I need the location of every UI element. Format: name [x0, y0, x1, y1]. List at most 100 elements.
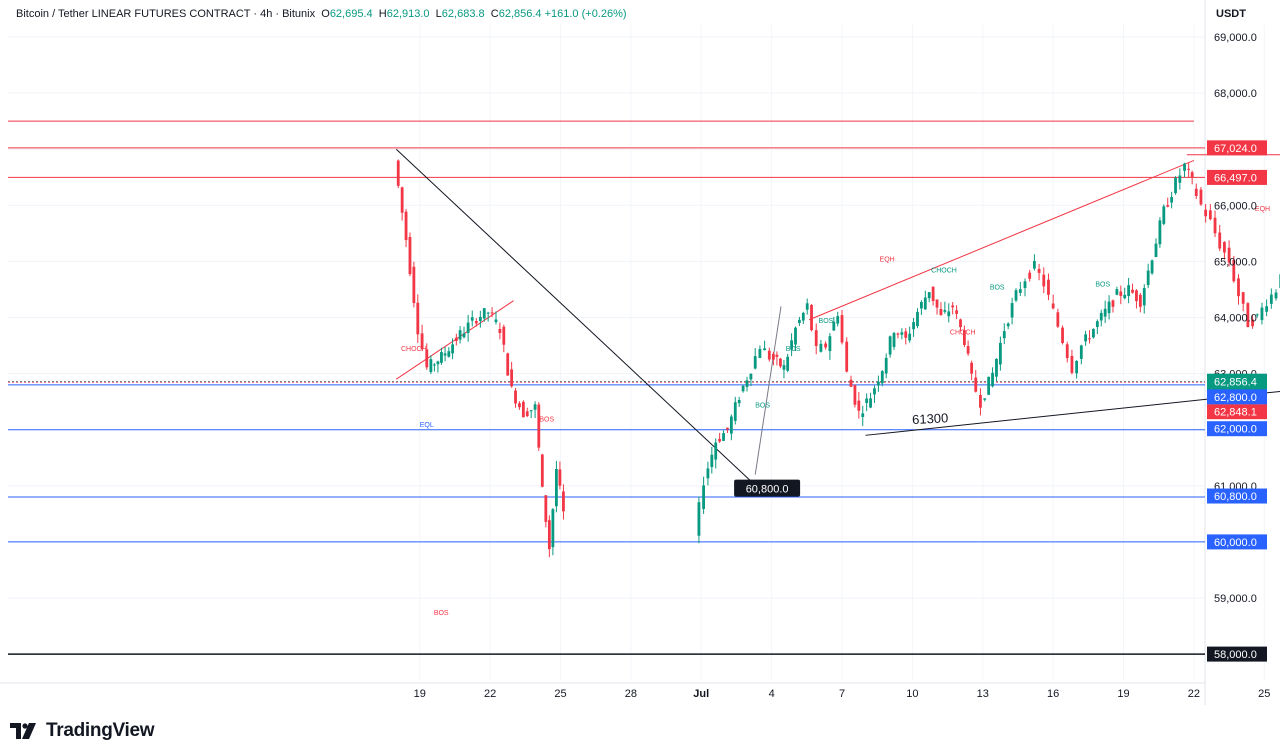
axis-label-60000-bg — [1207, 534, 1267, 550]
candle-body — [494, 319, 498, 323]
candle-body — [474, 321, 478, 324]
label-choch-mid-2: CHOCH — [950, 329, 976, 336]
candle-body — [935, 299, 939, 308]
axis-label-58000-bg — [1207, 646, 1267, 662]
price-labels: 67,024.066,497.062,856.402:48:3862,848.1… — [1207, 140, 1267, 662]
candle-body — [558, 469, 562, 486]
candle-body — [1135, 290, 1138, 302]
candle-body — [1107, 301, 1111, 314]
candle-body — [832, 321, 836, 331]
candle-body — [966, 346, 970, 354]
candle-body — [1084, 334, 1088, 342]
candle-body — [506, 353, 510, 376]
axis-label-66497-bg — [1207, 169, 1267, 185]
candle-body — [861, 413, 865, 417]
candle-body — [718, 438, 722, 442]
candle-body — [1170, 196, 1174, 203]
tradingview-logo-text: TradingView — [46, 720, 155, 741]
label-bos-right: BOS — [1095, 282, 1110, 289]
candle-body — [551, 509, 555, 548]
candle-body — [880, 371, 884, 384]
candle-body — [1119, 291, 1123, 296]
candle-body — [1255, 314, 1259, 316]
label-eql: EQL — [420, 422, 434, 429]
candle-body — [763, 348, 767, 351]
axis-label-62800: 62,800.0 — [1214, 392, 1257, 404]
axis-label-62000: 62,000.0 — [1214, 424, 1257, 436]
candle-body — [801, 312, 805, 321]
axis-label-60000: 60,000.0 — [1214, 537, 1257, 549]
candle-body — [927, 292, 931, 299]
candle-body — [865, 398, 869, 403]
axis-label-67024-bg — [1207, 140, 1267, 156]
rising-wedge-top — [808, 159, 1195, 321]
candle-body — [974, 377, 978, 392]
candle-body — [451, 344, 454, 354]
candle-body — [462, 333, 466, 338]
candle-body — [767, 350, 771, 360]
candle-body — [963, 330, 966, 345]
candle-body — [836, 316, 840, 324]
candle-body — [1251, 319, 1254, 327]
trendline-label-61300: 61300 — [912, 410, 949, 427]
time-tick-label: 25 — [554, 688, 566, 700]
candle-body — [502, 326, 506, 345]
candle-body — [892, 333, 896, 347]
candle-body — [1183, 163, 1186, 171]
descending-trendline — [395, 148, 754, 484]
candle-body — [753, 356, 757, 369]
price-tick-label: 65,000.0 — [1214, 256, 1257, 268]
candle-body — [436, 361, 440, 365]
candle-body — [1142, 288, 1146, 306]
candle-body — [951, 305, 955, 308]
trend-lines — [395, 148, 1280, 484]
time-tick-label: Jul — [693, 688, 709, 700]
candle-body — [1051, 303, 1055, 309]
candle-body — [1241, 292, 1245, 304]
tradingview-logo[interactable]: TradingView — [10, 720, 155, 742]
candle-body — [1088, 338, 1091, 340]
candle-body — [1223, 242, 1226, 253]
candle-body — [466, 322, 470, 333]
rising-wedge-bottom — [865, 390, 1280, 436]
time-tick-label: 13 — [977, 688, 989, 700]
candle-body — [518, 403, 521, 408]
candle-body — [824, 343, 827, 348]
price-tick-label: 64,000.0 — [1214, 313, 1257, 325]
label-bos-mid: BOS — [990, 284, 1005, 291]
candle-body — [1032, 261, 1036, 269]
candle-body — [845, 341, 849, 372]
candle-body — [540, 454, 544, 487]
candle-body — [1037, 268, 1041, 273]
candle-body — [737, 400, 741, 404]
candle-body — [408, 237, 412, 275]
candle-body — [416, 302, 420, 335]
label-choch-mid: CHOCH — [931, 268, 957, 275]
candle-body — [853, 385, 857, 405]
candle-body — [998, 342, 1002, 365]
candle-body — [979, 394, 982, 408]
candle-body — [433, 364, 436, 366]
candle-body — [525, 411, 529, 417]
price-tick-label: 68,000.0 — [1214, 88, 1257, 100]
candle-body — [790, 340, 793, 350]
candle-body — [1099, 312, 1103, 321]
candle-body — [1070, 355, 1074, 373]
candle-body — [1237, 278, 1240, 297]
ascending-red-trendline — [396, 300, 514, 380]
ohlc-high: H62,913.0 — [378, 8, 430, 20]
candle-body — [840, 315, 844, 343]
candle-body — [706, 468, 710, 479]
candle-body — [521, 401, 525, 418]
candle-body — [1274, 292, 1278, 299]
currency-selector[interactable]: USDT — [1216, 8, 1246, 20]
symbol-header: Bitcoin / Tether LINEAR FUTURES CONTRACT… — [16, 8, 627, 20]
candle-body — [514, 390, 517, 404]
candle-body — [814, 330, 818, 346]
candle-body — [714, 442, 718, 460]
candle-body — [443, 353, 447, 356]
axis-label-bid-bg — [1207, 404, 1267, 420]
candle-body — [420, 333, 424, 350]
horizontal-levels — [8, 120, 1280, 655]
